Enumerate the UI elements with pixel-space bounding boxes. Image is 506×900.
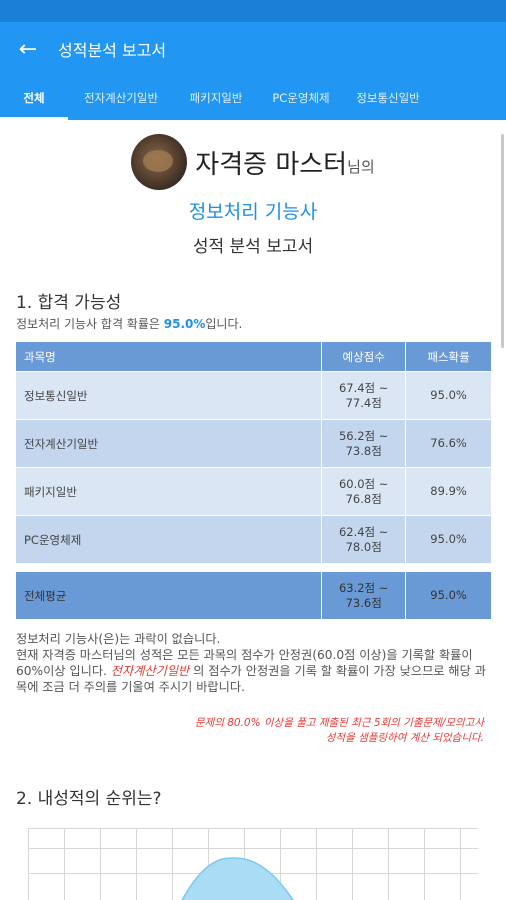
score-table: 과목명 예상점수 패스확률 정보통신일반 67.4점 ~77.4점 95.0% … xyxy=(14,341,492,620)
weakest-subject: 전자계산기일반 xyxy=(110,664,190,678)
total-subject: 전체평균 xyxy=(14,571,323,620)
header-subject: 과목명 xyxy=(14,341,323,372)
tab-pc-os[interactable]: PC운영체제 xyxy=(272,91,330,105)
section-ranking-title: 2. 내성적의 순위는? xyxy=(16,789,162,809)
row-pass: 89.9% xyxy=(405,467,492,516)
report-title: 성적 분석 보고서 xyxy=(192,237,314,257)
back-button[interactable]: ← xyxy=(0,22,56,76)
table-row: 전자계산기일반 56.2점 ~73.8점 76.6% xyxy=(14,419,492,468)
avatar xyxy=(131,134,188,190)
tab-package-general[interactable]: 패키지일반 xyxy=(189,91,243,105)
status-bar xyxy=(0,0,506,22)
app-bar: ← 성적분석 보고서 xyxy=(0,22,506,76)
total-score: 63.2점 ~73.6점 xyxy=(321,571,407,620)
section-pass-probability-title: 1. 합격 가능성 xyxy=(16,293,122,313)
pass-probability-summary: 정보처리 기능사 합격 확률은 95.0%입니다. xyxy=(16,317,243,331)
row-score: 67.4점 ~77.4점 xyxy=(321,371,407,420)
row-score: 60.0점 ~76.8점 xyxy=(321,467,407,516)
total-pass: 95.0% xyxy=(405,571,492,620)
row-pass: 95.0% xyxy=(405,371,492,420)
ranking-distribution-chart xyxy=(28,828,478,900)
row-subject: PC운영체제 xyxy=(14,515,323,564)
table-header-row: 과목명 예상점수 패스확률 xyxy=(14,341,492,372)
table-total-row: 전체평균 63.2점 ~73.6점 95.0% xyxy=(14,571,492,620)
user-name: 자격증 마스터 xyxy=(195,149,348,180)
table-row: 정보통신일반 67.4점 ~77.4점 95.0% xyxy=(14,371,492,420)
row-subject: 패키지일반 xyxy=(14,467,323,516)
header-pass-rate: 패스확률 xyxy=(405,341,492,372)
subject-tabs: 전체 전자계산기일반 패키지일반 PC운영체제 정보통신일반 xyxy=(0,76,506,120)
row-pass: 95.0% xyxy=(405,515,492,564)
tab-all[interactable]: 전체 xyxy=(0,76,68,120)
table-row: 패키지일반 60.0점 ~76.8점 89.9% xyxy=(14,467,492,516)
table-row: PC운영체제 62.4점 ~78.0점 95.0% xyxy=(14,515,492,564)
table-spacer xyxy=(15,563,492,572)
row-subject: 전자계산기일반 xyxy=(14,419,323,468)
page-title: 성적분석 보고서 xyxy=(58,41,167,60)
tab-telecom-general[interactable]: 정보통신일반 xyxy=(356,91,420,105)
row-pass: 76.6% xyxy=(405,419,492,468)
header-expected-score: 예상점수 xyxy=(321,341,407,372)
calculation-note: 문제의 80.0% 이상을 풀고 제출된 최근 5회의 기출문제/모의고사 성적… xyxy=(194,717,484,744)
certificate-name: 정보처리 기능사 xyxy=(188,201,318,223)
pass-probability-value: 95.0% xyxy=(163,317,206,331)
row-subject: 정보통신일반 xyxy=(14,371,323,420)
row-score: 56.2점 ~73.8점 xyxy=(321,419,407,468)
user-suffix: 님의 xyxy=(347,157,375,176)
analysis-paragraph: 정보처리 기능사(은)는 과락이 없습니다. 현재 자격증 마스터님의 성적은 … xyxy=(16,632,486,694)
distribution-curve xyxy=(181,857,294,900)
report-header: 자격증 마스터 님의 xyxy=(0,134,506,190)
row-score: 62.4점 ~78.0점 xyxy=(321,515,407,564)
scrollbar[interactable] xyxy=(501,134,504,348)
arrow-left-icon: ← xyxy=(18,36,38,62)
tab-computer-general[interactable]: 전자계산기일반 xyxy=(83,91,159,105)
